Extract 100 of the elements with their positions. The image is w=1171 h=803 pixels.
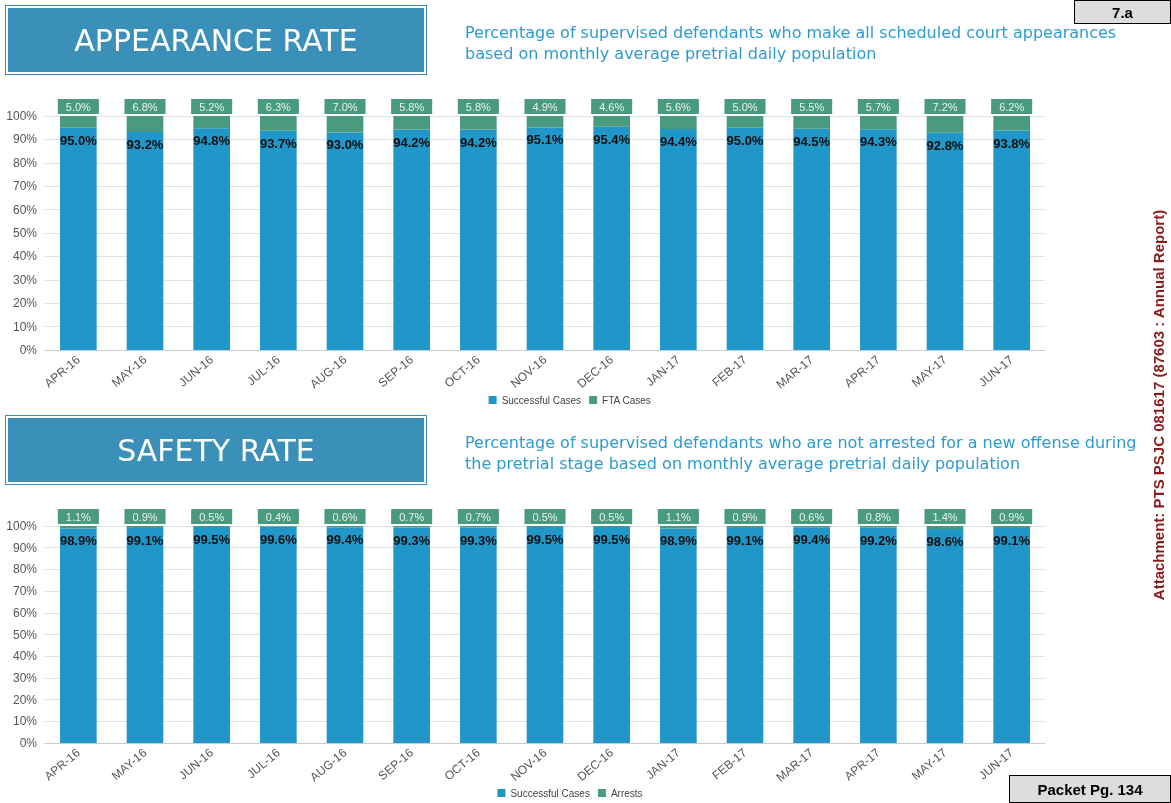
data-label: 94.2% xyxy=(393,134,431,150)
data-label: 94.2% xyxy=(459,134,498,150)
data-label: 95.1% xyxy=(526,132,564,148)
data-label: 5.0% xyxy=(732,100,758,113)
data-label: 0.5% xyxy=(532,510,558,523)
data-label: 95.0% xyxy=(59,132,98,148)
bar xyxy=(60,127,97,350)
data-label: 6.2% xyxy=(999,100,1025,113)
data-label: 0.5% xyxy=(599,510,625,523)
data-label: 0.7% xyxy=(465,510,492,523)
bar xyxy=(393,129,430,350)
text: 7.a xyxy=(1074,0,1171,24)
data-label: 0.5% xyxy=(199,510,225,523)
text: Attachment: PTS PSJC 081617 (87603 : Annual Report) xyxy=(1149,209,1167,601)
y-tick-label: 90% xyxy=(12,540,38,555)
data-label: 99.3% xyxy=(459,532,498,548)
data-label: 99.4% xyxy=(326,532,364,548)
bar xyxy=(793,128,830,350)
data-label: 94.4% xyxy=(659,134,698,150)
data-label: 6.8% xyxy=(132,100,158,113)
y-tick-label: 10% xyxy=(12,714,38,729)
data-label: 5.0% xyxy=(65,100,92,113)
y-tick-label: 60% xyxy=(12,202,38,217)
chart-subtitle: Percentage of supervised defendants who make all scheduled court appearances based on monthly average pretrial daily population xyxy=(465,22,1118,64)
data-label: 4.9% xyxy=(532,100,558,113)
y-tick-label: 40% xyxy=(12,249,38,264)
bar xyxy=(593,126,630,350)
data-label: 99.5% xyxy=(526,532,564,548)
data-label: 7.0% xyxy=(332,100,358,113)
data-label: 5.6% xyxy=(665,100,692,113)
data-label: 99.2% xyxy=(859,532,898,548)
chart-title: APPEARANCE RATE xyxy=(8,8,424,72)
data-label: 0.6% xyxy=(799,510,825,523)
legend-label: FTA Cases xyxy=(602,394,651,406)
data-label: 5.8% xyxy=(399,100,425,113)
data-label: 0.9% xyxy=(732,510,758,523)
bar xyxy=(260,130,297,350)
data-label: 0.6% xyxy=(332,510,358,523)
data-label: 99.5% xyxy=(593,532,631,548)
chart-title: SAFETY RATE xyxy=(8,418,424,482)
data-label: 93.7% xyxy=(259,135,298,151)
bar xyxy=(726,127,764,350)
data-label: 92.8% xyxy=(926,137,964,153)
bar xyxy=(993,130,1030,350)
data-label: 99.4% xyxy=(793,532,831,548)
y-tick-label: 10% xyxy=(12,319,38,334)
data-label: 98.9% xyxy=(659,533,698,549)
chart-subtitle: Percentage of supervised defendants who are not arrested for a new offense during the pretrial stage based on monthly average pretrial daily population xyxy=(465,432,1138,474)
y-tick-label: 100% xyxy=(6,519,38,533)
bar xyxy=(126,131,164,350)
y-tick-label: 70% xyxy=(12,584,38,599)
data-label: 0.9% xyxy=(132,510,158,523)
data-label: 98.9% xyxy=(59,533,98,549)
data-label: 1.1% xyxy=(665,510,692,523)
bar xyxy=(860,129,897,350)
data-label: 99.1% xyxy=(993,532,1031,548)
bar xyxy=(660,129,697,350)
data-label: 99.3% xyxy=(393,532,431,548)
y-tick-label: 100% xyxy=(6,109,38,123)
data-label: 93.0% xyxy=(326,137,364,153)
y-tick-label: 20% xyxy=(12,296,38,311)
legend-label: Arrests xyxy=(610,787,643,799)
y-tick-label: 0% xyxy=(19,736,38,750)
data-label: 6.3% xyxy=(265,100,292,113)
data-label: 0.8% xyxy=(865,510,892,523)
data-label: 5.7% xyxy=(865,100,892,113)
y-tick-label: 90% xyxy=(12,132,38,147)
text: Packet Pg. 134 xyxy=(1037,780,1143,798)
data-label: 99.1% xyxy=(726,532,764,548)
data-label: 99.1% xyxy=(126,532,164,548)
y-tick-label: 30% xyxy=(12,272,38,287)
y-tick-label: 60% xyxy=(12,605,38,620)
y-tick-label: 70% xyxy=(12,179,38,194)
data-label: 5.5% xyxy=(799,100,825,113)
bar xyxy=(460,129,497,350)
data-label: 94.8% xyxy=(193,133,231,149)
bar xyxy=(526,127,564,350)
data-label: 1.1% xyxy=(65,510,92,523)
y-tick-label: 50% xyxy=(12,627,38,642)
bar xyxy=(326,132,364,350)
data-label: 93.8% xyxy=(993,135,1031,151)
data-label: 98.6% xyxy=(926,534,964,550)
data-label: 99.6% xyxy=(259,531,298,547)
bar xyxy=(193,128,230,350)
y-tick-label: 20% xyxy=(12,692,38,707)
data-label: 5.2% xyxy=(199,100,225,113)
y-tick-label: 50% xyxy=(12,226,38,240)
data-label: 94.3% xyxy=(859,134,898,150)
data-label: 0.7% xyxy=(399,510,425,523)
data-label: 95.0% xyxy=(726,132,764,148)
data-label: 5.8% xyxy=(465,100,492,113)
legend-label: Successful Cases xyxy=(501,394,582,406)
data-label: 94.5% xyxy=(793,133,831,149)
y-tick-label: 80% xyxy=(12,155,38,170)
y-tick-label: 40% xyxy=(12,649,38,664)
y-tick-label: 30% xyxy=(12,670,38,685)
data-label: 0.4% xyxy=(265,510,292,523)
bar xyxy=(926,132,964,350)
data-label: 0.9% xyxy=(999,510,1025,523)
data-label: 99.5% xyxy=(193,532,231,548)
